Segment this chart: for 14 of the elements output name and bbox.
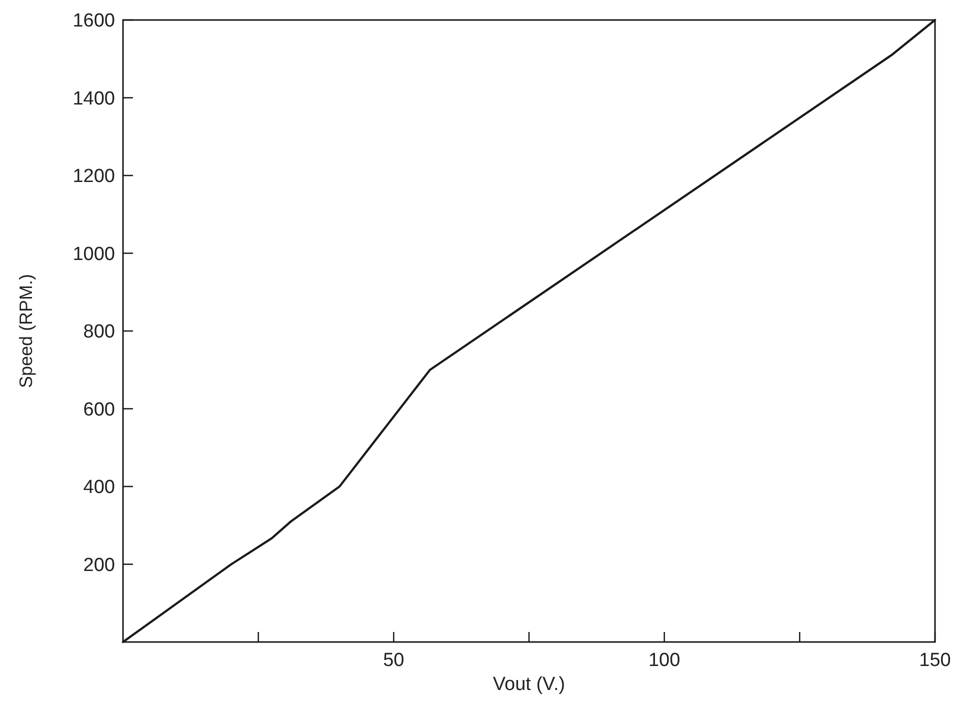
x-tick-label: 100 <box>648 650 680 671</box>
x-tick-label: 150 <box>919 650 951 671</box>
y-tick-label: 1400 <box>72 88 115 110</box>
y-axis-title: Speed (RPM.) <box>16 274 36 388</box>
y-tick-label: 600 <box>83 399 115 420</box>
y-tick-label: 800 <box>83 322 115 343</box>
y-tick-label: 400 <box>83 477 115 498</box>
y-tick-label: 1200 <box>72 166 115 188</box>
y-tick-label: 1600 <box>72 10 115 32</box>
line-series <box>122 18 936 644</box>
x-tick-label: 50 <box>383 650 404 671</box>
y-tick-label: 200 <box>83 554 115 576</box>
y-tick-label: 1000 <box>72 244 115 265</box>
x-axis-title: Vout (V.) <box>492 674 566 695</box>
